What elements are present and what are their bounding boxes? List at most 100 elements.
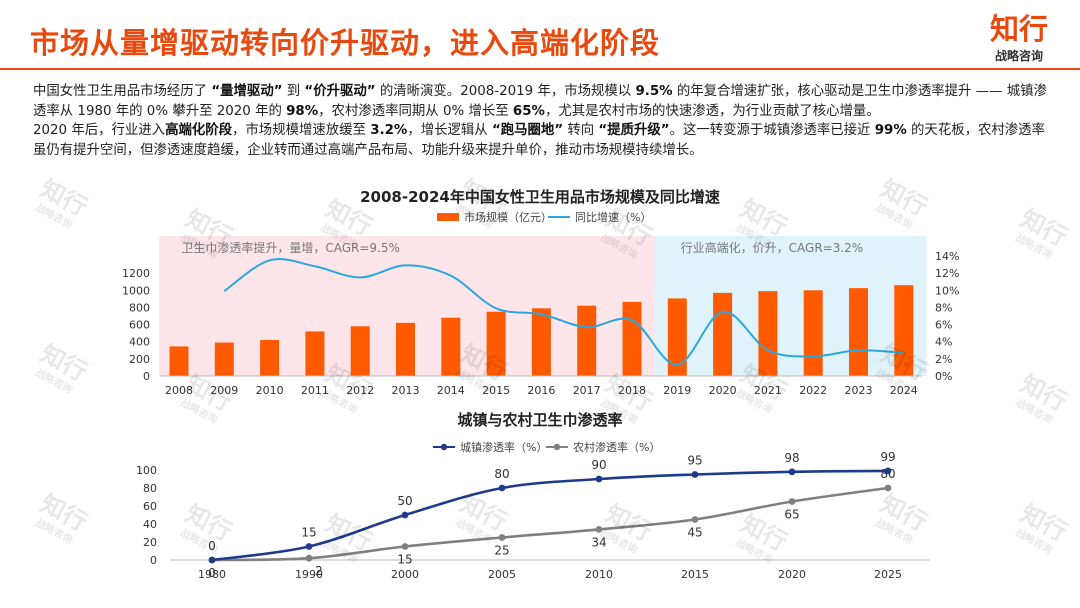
x-tick-2015: 2015: [681, 568, 709, 581]
point-s0-2020: [788, 468, 796, 476]
x-tick-1990: 1990: [295, 568, 323, 581]
right-axis-tick: 0%: [935, 370, 952, 383]
text-run-p2-10: 的天花板，农村渗透率虽仍有提升空间，但渗透速度趋缓，企业转而通过高端产品布局、功…: [33, 123, 1045, 158]
text-run-p1-0: 中国女性卫生用品市场经历了: [33, 84, 212, 99]
market-size-chart: 卫生巾渗透率提升，量增，CAGR=9.5% 行业高端化，价升，CAGR=3.2% 市…: [122, 210, 959, 397]
x-tick-2021: 2021: [754, 384, 782, 397]
right-axis-tick: 6%: [935, 319, 952, 332]
highlight-p1-3: “价升驱动”: [304, 84, 376, 99]
x-tick-2016: 2016: [527, 384, 555, 397]
text-run-p1-10: ，尤其是农村市场的快速渗透，为行业贡献了核心增量。: [544, 103, 880, 119]
text-run-p2-0: 2020 年后，行业进入: [33, 123, 166, 138]
brand-logo: 知行 战略咨询: [984, 12, 1054, 64]
right-axis-tick: 14%: [935, 250, 959, 263]
penetration-chart: 城镇渗透率（%） 农村渗透率（%） 0 20 40 60 80 100 0 2 15 25 34 45 65…: [136, 440, 930, 581]
text-run-p1-8: ，农村渗透率同期从 0% 增长至: [318, 103, 513, 119]
region-label-1: 行业高端化，价升，CAGR=3.2%: [681, 240, 864, 255]
data-label-s0-2010: 90: [591, 458, 606, 472]
x-tick-2024: 2024: [890, 384, 918, 397]
y-tick: 80: [143, 482, 157, 495]
logo-main-text: 知行: [989, 12, 1048, 46]
text-run-p2-8: 。这一转变源于城镇渗透率已接近: [669, 123, 875, 138]
y-tick: 60: [143, 500, 157, 513]
x-tick-2023: 2023: [845, 384, 873, 397]
x-tick-2022: 2022: [799, 384, 827, 397]
legend-label-1: 农村渗透率（%）: [573, 440, 660, 454]
y-tick: 20: [143, 536, 157, 549]
data-label-s1-1990: 2: [315, 564, 323, 578]
x-tick-2018: 2018: [618, 384, 646, 397]
legend-marker-0: [440, 443, 448, 451]
point-s1-2025: [884, 484, 892, 492]
bar-2024: [894, 285, 914, 376]
point-s0-1990: [305, 543, 313, 550]
highlight-p1-5: 9.5%: [635, 84, 673, 99]
x-tick-2017: 2017: [573, 384, 601, 397]
x-tick-2009: 2009: [210, 384, 238, 397]
right-axis-tick: 4%: [935, 336, 952, 349]
left-axis-tick: 200: [129, 353, 150, 366]
x-tick-2013: 2013: [392, 384, 420, 397]
left-axis-tick: 1200: [122, 267, 150, 280]
bar-2016: [531, 308, 551, 376]
left-axis-tick: 600: [129, 319, 150, 332]
legend-marker-1: [553, 443, 561, 451]
data-label-s0-2000: 50: [397, 494, 412, 508]
y-tick: 40: [143, 518, 157, 531]
data-label-s1-1980: 0: [208, 566, 216, 580]
bar-2013: [396, 322, 415, 376]
x-tick-2015: 2015: [482, 384, 510, 397]
data-label-s0-2005: 80: [494, 467, 509, 481]
right-axis-tick: 12%: [935, 267, 959, 280]
point-s0-2025: [884, 467, 892, 475]
page-title: 市场从量增驱动转向价升驱动，进入高端化阶段: [30, 26, 661, 60]
x-tick-1980: 1980: [198, 568, 226, 581]
point-s1-2005: [498, 534, 506, 541]
x-tick-2014: 2014: [437, 384, 465, 397]
bar-2009: [214, 342, 234, 376]
intro-paragraph-1: 中国女性卫生用品市场经历了 “量增驱动” 到 “价升驱动” 的清晰演变。2008…: [33, 82, 1053, 121]
data-label-s0-1990: 15: [301, 526, 316, 540]
right-axis-tick: 8%: [935, 301, 952, 314]
data-label-s0-1980: 0: [208, 539, 216, 553]
data-label-s1-2015: 45: [687, 526, 702, 540]
text-run-p2-2: ，市场规模增速放缓至: [232, 123, 371, 138]
point-s1-2015: [691, 516, 699, 523]
bar-2018: [622, 301, 642, 376]
left-axis-tick: 800: [129, 301, 150, 314]
point-s0-1980: [208, 556, 216, 564]
x-tick-2000: 2000: [391, 568, 419, 581]
bar-2014: [441, 317, 461, 376]
point-s0-2015: [691, 471, 699, 478]
market-chart-title: 2008-2024年中国女性卫生用品市场规模及同比增速: [360, 188, 720, 206]
highlight-p1-1: “量增驱动”: [211, 84, 283, 99]
x-tick-2011: 2011: [301, 384, 329, 397]
point-s0-2005: [498, 484, 506, 492]
left-axis-tick: 1000: [122, 284, 150, 297]
y-tick: 0: [150, 554, 157, 567]
point-s1-1990: [305, 554, 313, 562]
x-tick-2012: 2012: [346, 384, 374, 397]
x-tick-2010: 2010: [256, 384, 284, 397]
data-label-s1-2005: 25: [494, 544, 509, 558]
left-axis-tick: 400: [129, 336, 150, 349]
series-line-1: [211, 486, 889, 562]
bar-2012: [350, 326, 370, 376]
x-tick-2005: 2005: [488, 568, 516, 581]
left-axis-tick: 0: [143, 370, 150, 383]
point-s1-2010: [595, 526, 603, 533]
intro-paragraph-2: 2020 年后，行业进入高端化阶段，市场规模增速放缓至 3.2%，增长逻辑从 “…: [33, 121, 1053, 160]
bar-2020: [713, 292, 733, 376]
data-label-s0-2020: 98: [784, 451, 799, 465]
data-label-s1-2020: 65: [784, 508, 799, 522]
highlight-p2-7: “提质升级”: [598, 123, 670, 138]
logo-sub-text: 战略咨询: [994, 49, 1043, 63]
bar-2021: [758, 291, 778, 376]
text-run-p1-4: 的清晰演变。2008-2019 年，市场规模以: [375, 84, 636, 99]
growth-rate-line: [223, 258, 904, 366]
right-axis-tick: 10%: [935, 284, 959, 297]
bar-2019: [667, 298, 687, 376]
intro-text: 中国女性卫生用品市场经历了 “量增驱动” 到 “价升驱动” 的清晰演变。2008…: [33, 82, 1053, 160]
highlight-p2-9: 99%: [874, 123, 907, 138]
highlight-p2-1: 高端化阶段: [165, 123, 233, 138]
